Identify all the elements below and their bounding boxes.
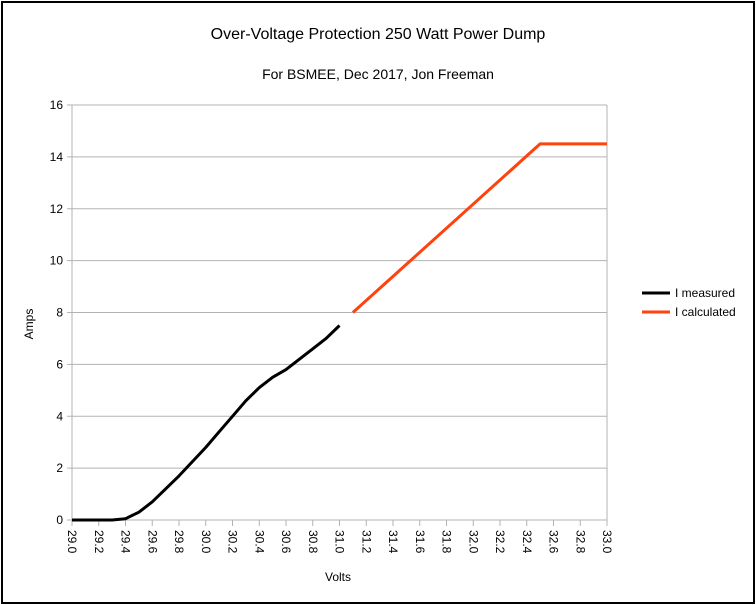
x-tick-label: 29.4 [119,530,133,554]
x-tick-label: 31.4 [386,530,400,554]
x-tick-label: 32.8 [573,530,587,554]
series-line-i-calculated [351,142,607,314]
legend: I measured I calculated [642,286,736,319]
chart-subtitle: For BSMEE, Dec 2017, Jon Freeman [262,66,494,82]
y-tick-label: 8 [56,306,63,320]
x-tick-label: 31.2 [359,530,373,554]
series-line-i-measured [72,324,341,522]
y-axis-ticks: 0 2 4 6 8 10 12 14 16 [50,98,72,527]
y-tick-label: 12 [50,202,64,216]
legend-label: I measured [675,286,735,300]
series-lines [72,142,607,522]
x-tick-label: 30.2 [226,530,240,554]
gridlines [72,104,607,521]
x-tick-label: 32.2 [493,530,507,554]
y-tick-label: 6 [56,357,63,371]
x-tick-label: 29.0 [65,530,79,554]
chart-title: Over-Voltage Protection 250 Watt Power D… [211,26,546,43]
x-tick-label: 32.0 [466,530,480,554]
x-tick-label: 31.0 [333,530,347,554]
x-tick-label: 32.6 [547,530,561,554]
y-axis-label: Amps [22,309,36,340]
y-tick-label: 4 [56,409,63,423]
x-tick-label: 29.6 [145,530,159,554]
x-tick-label: 31.8 [440,530,454,554]
y-tick-label: 2 [56,461,63,475]
x-axis-ticks: 29.0 29.2 29.4 29.6 29.8 30.0 30.2 30.4 30.6 30.8… [65,520,614,554]
x-tick-label: 33.0 [600,530,614,554]
x-tick-label: 29.2 [92,530,106,554]
x-tick-label: 30.6 [279,530,293,554]
x-tick-label: 31.6 [413,530,427,554]
x-tick-label: 29.8 [172,530,186,554]
x-tick-label: 30.4 [252,530,266,554]
y-tick-label: 14 [50,150,64,164]
y-tick-label: 0 [56,513,63,527]
x-tick-label: 30.8 [306,530,320,554]
legend-label: I calculated [675,305,736,319]
y-tick-label: 10 [50,254,64,268]
y-tick-label: 16 [50,98,64,112]
x-tick-label: 32.4 [520,530,534,554]
x-tick-label: 30.0 [199,530,213,554]
x-axis-label: Volts [325,570,351,584]
